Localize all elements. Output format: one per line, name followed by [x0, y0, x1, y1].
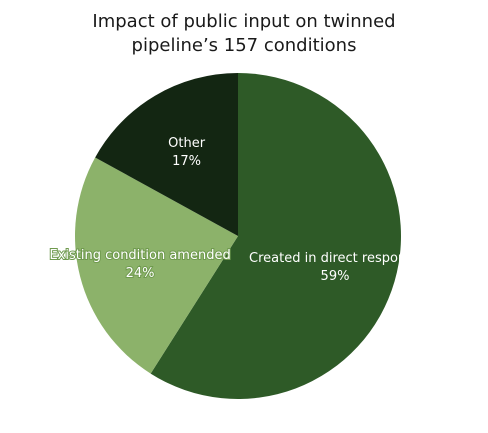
slice-label: Other: [168, 136, 206, 151]
pie-slice-other: [95, 72, 238, 236]
pie-slices: [74, 72, 401, 399]
slice-value-label: 17%: [172, 154, 201, 169]
slice-value-label: 59%: [321, 269, 350, 284]
chart-title: Impact of public input on twinned pipeli…: [0, 10, 488, 58]
chart-title-line-2: pipeline’s 157 conditions: [131, 35, 357, 56]
slice-label: Created in direct response: [249, 251, 421, 266]
pie-slice-created-in-direct-response: [150, 73, 401, 399]
pie-slice-existing-condition-amended: [74, 157, 238, 374]
pie-labels: Created in direct response 59% Existing co…: [48, 136, 421, 284]
slice-label: Existing condition amended: [49, 248, 230, 263]
chart-title-line-1: Impact of public input on twinned: [92, 11, 396, 32]
slice-value-label: 24%: [126, 266, 155, 281]
